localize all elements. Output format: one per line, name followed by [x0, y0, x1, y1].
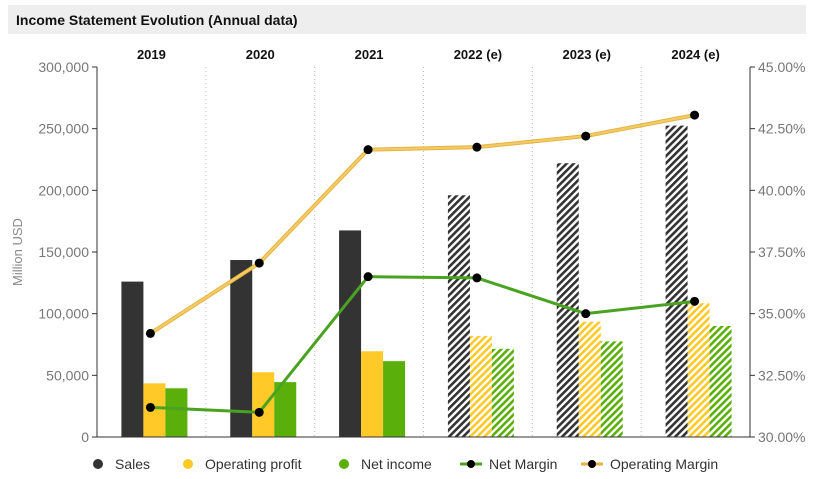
bar-net-income-2023-e — [600, 341, 623, 437]
y-tick-label: 0 — [81, 429, 89, 445]
y2-tick-label: 40.00% — [758, 182, 805, 198]
point-operating-margin-2023-e — [581, 131, 591, 141]
point-operating-margin-2020 — [254, 258, 264, 268]
bar-net-income-2019 — [165, 388, 188, 437]
legend-label-net-income: Net income — [361, 456, 432, 472]
legend: Sales Operating profit Net income Net Margi… — [93, 456, 718, 472]
legend-label-operating-profit: Operating profit — [205, 456, 302, 472]
point-net-margin-2021 — [363, 272, 373, 282]
bar-operating-profit-2022-e — [469, 335, 492, 437]
point-operating-margin-2024-e — [690, 110, 700, 120]
point-net-margin-2020 — [254, 407, 264, 417]
y-tick-label: 200,000 — [38, 182, 89, 198]
bar-operating-profit-2021 — [361, 351, 384, 437]
bar-net-income-2021 — [383, 361, 406, 437]
category-label-2023-e: 2023 (e) — [563, 47, 611, 62]
legend-label-operating-margin: Operating Margin — [610, 456, 718, 472]
legend-item-net-margin: Net Margin — [460, 456, 557, 472]
chart-title: Income Statement Evolution (Annual data) — [16, 11, 298, 28]
legend-marker-net-margin — [467, 460, 475, 468]
point-operating-margin-2021 — [363, 145, 373, 155]
y-tick-label: 250,000 — [38, 121, 89, 137]
bar-net-income-2022-e — [491, 348, 514, 437]
bar-sales-2024-e — [665, 125, 688, 437]
point-net-margin-2024-e — [690, 296, 700, 306]
bar-sales-2021 — [339, 230, 362, 437]
legend-item-net-income: Net income — [339, 456, 432, 472]
category-label-2019: 2019 — [137, 47, 166, 62]
bar-operating-profit-2024-e — [687, 303, 710, 437]
line-operating-margin — [149, 114, 695, 335]
bar-sales-2019 — [121, 281, 144, 437]
bar-net-income-2020 — [274, 382, 297, 437]
point-operating-margin-2022-e — [472, 142, 482, 152]
lines-layer — [145, 110, 700, 417]
y-tick-label: 50,000 — [46, 367, 89, 383]
y2-tick-label: 42.50% — [758, 121, 805, 137]
bar-operating-profit-2023-e — [578, 321, 601, 437]
legend-marker-net-income — [339, 459, 349, 469]
legend-marker-operating-profit — [183, 459, 193, 469]
line-net-margin — [150, 275, 695, 414]
legend-label-net-margin: Net Margin — [489, 456, 557, 472]
legend-item-operating-profit: Operating profit — [183, 456, 302, 472]
bar-net-income-2024-e — [709, 326, 732, 437]
category-label-2021: 2021 — [355, 47, 384, 62]
bars-layer — [121, 125, 732, 437]
category-label-2020: 2020 — [246, 47, 275, 62]
point-net-margin-2022-e — [472, 273, 482, 283]
legend-marker-sales — [93, 459, 103, 469]
point-operating-margin-2019 — [145, 328, 155, 338]
bar-operating-profit-2020 — [252, 372, 275, 437]
y-tick-label: 300,000 — [38, 59, 89, 75]
y2-tick-label: 32.50% — [758, 367, 805, 383]
y-tick-label: 100,000 — [38, 306, 89, 322]
bar-sales-2020 — [230, 260, 253, 437]
y2-tick-label: 35.00% — [758, 306, 805, 322]
axes-layer: 2019 2020 2021 2022 (e) 2023 (e) 2024 (e) 0 50,… — [10, 47, 805, 445]
point-net-margin-2019 — [145, 402, 155, 412]
bar-sales-2022-e — [447, 195, 470, 437]
y2-tick-label: 45.00% — [758, 59, 805, 75]
legend-item-operating-margin: Operating Margin — [581, 456, 718, 472]
y2-tick-label: 30.00% — [758, 429, 805, 445]
y2-tick-label: 37.50% — [758, 244, 805, 260]
legend-marker-operating-margin — [588, 460, 596, 468]
y-axis-title: Million USD — [10, 218, 25, 286]
chart-title-bar: Income Statement Evolution (Annual data) — [8, 5, 806, 34]
point-net-margin-2023-e — [581, 309, 591, 319]
bar-sales-2023-e — [556, 163, 579, 437]
grid-lines — [205, 67, 642, 437]
legend-label-sales: Sales — [115, 456, 150, 472]
legend-item-sales: Sales — [93, 456, 150, 472]
bar-operating-profit-2019 — [143, 383, 166, 437]
category-label-2024-e: 2024 (e) — [671, 47, 719, 62]
category-label-2022-e: 2022 (e) — [454, 47, 502, 62]
y-tick-label: 150,000 — [38, 244, 89, 260]
